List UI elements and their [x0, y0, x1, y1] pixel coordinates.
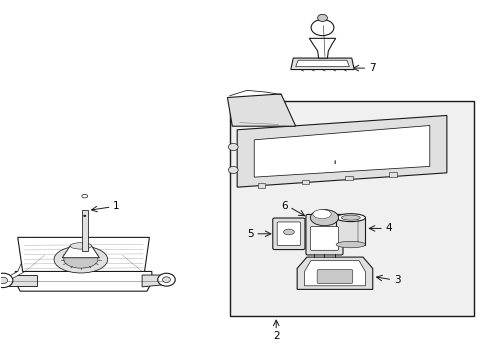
Bar: [301, 180, 309, 184]
Bar: [345, 176, 352, 180]
Polygon shape: [18, 237, 149, 271]
Polygon shape: [297, 257, 372, 289]
Bar: [81, 210, 87, 251]
Bar: [257, 183, 265, 188]
FancyBboxPatch shape: [305, 215, 342, 255]
Circle shape: [83, 215, 86, 217]
Polygon shape: [309, 39, 335, 58]
Polygon shape: [304, 261, 365, 286]
Circle shape: [228, 143, 238, 150]
Ellipse shape: [81, 194, 87, 198]
Polygon shape: [290, 58, 353, 69]
Ellipse shape: [54, 246, 107, 273]
Polygon shape: [0, 275, 37, 286]
Polygon shape: [0, 237, 40, 288]
Text: 3: 3: [393, 275, 400, 285]
Polygon shape: [295, 60, 348, 67]
Polygon shape: [227, 94, 295, 126]
Bar: [229, 101, 473, 316]
Ellipse shape: [335, 241, 365, 248]
Ellipse shape: [335, 214, 365, 222]
Ellipse shape: [283, 229, 294, 235]
Ellipse shape: [341, 215, 360, 220]
Polygon shape: [254, 126, 429, 177]
Text: 5: 5: [246, 229, 253, 239]
Text: ii: ii: [332, 159, 336, 165]
Ellipse shape: [310, 210, 338, 226]
Ellipse shape: [70, 243, 91, 249]
Ellipse shape: [312, 210, 330, 219]
Ellipse shape: [310, 19, 333, 36]
Bar: [388, 172, 396, 177]
Circle shape: [162, 277, 170, 283]
Circle shape: [228, 166, 238, 174]
Polygon shape: [15, 271, 152, 291]
FancyBboxPatch shape: [272, 218, 305, 249]
FancyBboxPatch shape: [310, 226, 338, 250]
Text: 7: 7: [368, 63, 375, 73]
Polygon shape: [237, 116, 446, 187]
FancyBboxPatch shape: [277, 222, 300, 246]
Circle shape: [317, 14, 327, 22]
Polygon shape: [142, 275, 172, 287]
Bar: [335, 218, 365, 244]
Text: 2: 2: [272, 331, 279, 341]
Circle shape: [0, 277, 7, 284]
Text: 4: 4: [385, 224, 392, 233]
Circle shape: [158, 273, 175, 286]
Circle shape: [0, 273, 13, 288]
Text: 6: 6: [280, 201, 287, 211]
Text: 1: 1: [113, 201, 120, 211]
Ellipse shape: [63, 251, 98, 268]
FancyBboxPatch shape: [317, 270, 352, 284]
Polygon shape: [62, 246, 99, 258]
